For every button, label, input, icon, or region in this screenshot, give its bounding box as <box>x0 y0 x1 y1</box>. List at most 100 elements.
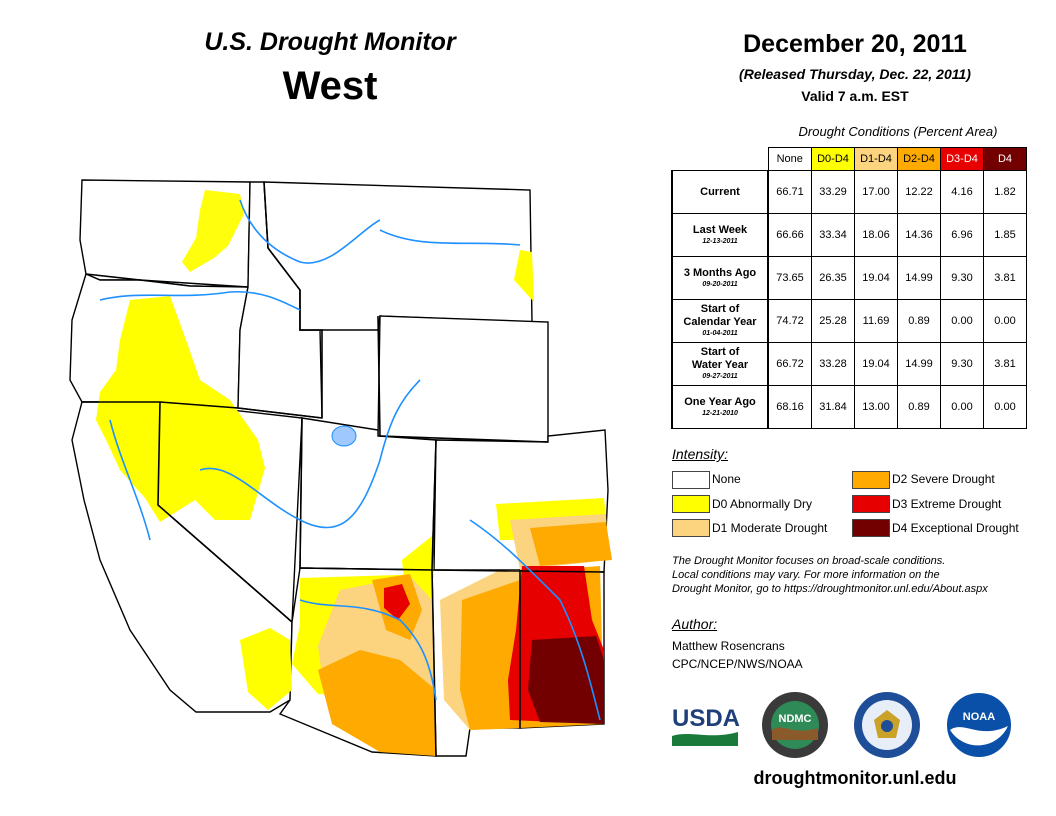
table-cell: 66.71 <box>767 170 812 214</box>
row-label: Start of Water Year 09-27-2011 <box>671 342 769 386</box>
table-cell: 73.65 <box>767 256 812 300</box>
great-salt-lake <box>331 425 357 447</box>
table-cell: 17.00 <box>854 170 898 214</box>
svg-text:USDA: USDA <box>672 705 740 732</box>
row-label: One Year Ago 12-21-2010 <box>671 385 769 429</box>
d2-area-new-mexico <box>460 580 520 730</box>
table-cell: 0.89 <box>897 299 941 343</box>
table-cell: 14.99 <box>897 342 941 386</box>
legend-label-d3: D3 Extreme Drought <box>892 497 1002 511</box>
table-cell: 0.00 <box>983 385 1027 429</box>
table-cell: 0.00 <box>940 299 984 343</box>
table-cell: 14.36 <box>897 213 941 257</box>
svg-text:NDMC: NDMC <box>779 713 812 725</box>
legend-label-none: None <box>712 472 741 486</box>
table-cell: 3.81 <box>983 342 1027 386</box>
map-rivers <box>99 199 601 721</box>
table-cell: 68.16 <box>767 385 812 429</box>
table-cell: 6.96 <box>940 213 984 257</box>
state-montana <box>263 181 533 331</box>
d0-area-california-south <box>240 628 292 710</box>
d0-area-washington-idaho <box>182 190 244 272</box>
table-cell: 33.29 <box>811 170 855 214</box>
legend-swatch-d1 <box>672 519 710 537</box>
table-row: Current 66.71 33.29 17.00 12.22 4.16 1.8… <box>671 170 1027 214</box>
table-cell: 26.35 <box>811 256 855 300</box>
author-block: Matthew Rosencrans CPC/NCEP/NWS/NOAA <box>672 637 803 673</box>
release-date: (Released Thursday, Dec. 22, 2011) <box>739 66 971 82</box>
table-cell: 1.85 <box>983 213 1027 257</box>
author-org: CPC/NCEP/NWS/NOAA <box>672 657 803 671</box>
drought-stats-table: None D0-D4 D1-D4 D2-D4 D3-D4 D4 Current … <box>671 147 1027 429</box>
table-cell: 3.81 <box>983 256 1027 300</box>
col-header-d3-d4: D3-D4 <box>940 147 984 171</box>
legend-label-d1: D1 Moderate Drought <box>712 521 828 535</box>
legend-swatch-d0 <box>672 495 710 513</box>
table-cell: 31.84 <box>811 385 855 429</box>
table-cell: 66.72 <box>767 342 812 386</box>
col-header-none: None <box>767 147 812 171</box>
col-header-d0-d4: D0-D4 <box>811 147 855 171</box>
table-row: Last Week 12-13-2011 66.66 33.34 18.06 14… <box>671 213 1027 257</box>
legend-label-d2: D2 Severe Drought <box>892 472 995 486</box>
region-title: West <box>282 64 378 108</box>
table-cell: 13.00 <box>854 385 898 429</box>
drought-map <box>69 179 612 757</box>
legend-swatch-none <box>672 471 710 489</box>
legend-label-d0: D0 Abnormally Dry <box>712 497 813 511</box>
table-cell: 66.66 <box>767 213 812 257</box>
ndmc-logo-icon: NDMC <box>762 692 828 758</box>
legend-label-d4: D4 Exceptional Drought <box>892 521 1019 535</box>
d3-area-arizona <box>384 584 410 620</box>
table-cell: 0.00 <box>983 299 1027 343</box>
legend-swatch-d4 <box>852 519 890 537</box>
footer-url[interactable]: droughtmonitor.unl.edu <box>753 768 957 788</box>
row-label: Current <box>671 170 769 214</box>
state-utah <box>299 417 437 571</box>
table-cell: 19.04 <box>854 256 898 300</box>
row-label: 3 Months Ago 09-20-2011 <box>671 256 769 300</box>
commerce-seal-icon <box>854 692 920 758</box>
table-cell: 1.82 <box>983 170 1027 214</box>
valid-date: December 20, 2011 <box>743 30 967 58</box>
map-supertitle: U.S. Drought Monitor <box>204 28 456 56</box>
d2-area-colorado-se <box>530 522 612 566</box>
author-title: Author: <box>672 616 718 632</box>
legend-swatch-d3 <box>852 495 890 513</box>
table-cell: 9.30 <box>940 256 984 300</box>
table-cell: 4.16 <box>940 170 984 214</box>
legend-swatch-d2 <box>852 471 890 489</box>
map-state-outlines <box>82 181 605 757</box>
monitor-note: The Drought Monitor focuses on broad-sca… <box>672 555 988 595</box>
d0-area-oregon-nevada <box>96 296 265 522</box>
usda-logo-icon: USDA <box>672 705 740 746</box>
table-row: One Year Ago 12-21-2010 68.16 31.84 13.00… <box>671 385 1027 429</box>
state-wyoming <box>377 315 549 443</box>
col-header-d2-d4: D2-D4 <box>897 147 941 171</box>
table-cell: 18.06 <box>854 213 898 257</box>
table-cell: 14.99 <box>897 256 941 300</box>
table-row: Start of Water Year 09-27-2011 66.72 33.28… <box>671 342 1027 386</box>
col-header-d4: D4 <box>983 147 1027 171</box>
table-cell: 25.28 <box>811 299 855 343</box>
table-cell: 12.22 <box>897 170 941 214</box>
table-row: 3 Months Ago 09-20-2011 73.65 26.35 19.04… <box>671 256 1027 300</box>
table-cell: 0.89 <box>897 385 941 429</box>
valid-time: Valid 7 a.m. EST <box>801 88 909 104</box>
row-label: Start of Calendar Year 01-04-2011 <box>671 299 769 343</box>
table-cell: 9.30 <box>940 342 984 386</box>
author-name: Matthew Rosencrans <box>672 639 785 653</box>
table-cell: 19.04 <box>854 342 898 386</box>
col-header-d1-d4: D1-D4 <box>854 147 898 171</box>
d0-area-montana-east <box>514 250 534 302</box>
table-cell: 0.00 <box>940 385 984 429</box>
noaa-logo-icon: NOAA <box>945 691 1013 759</box>
table-cell: 11.69 <box>854 299 898 343</box>
table-cell: 33.34 <box>811 213 855 257</box>
d2-area-arizona <box>318 650 436 756</box>
table-cell: 33.28 <box>811 342 855 386</box>
d4-area-texas <box>528 636 604 724</box>
table-cell: 74.72 <box>767 299 812 343</box>
drought-areas <box>96 190 612 756</box>
svg-text:NOAA: NOAA <box>963 711 995 723</box>
